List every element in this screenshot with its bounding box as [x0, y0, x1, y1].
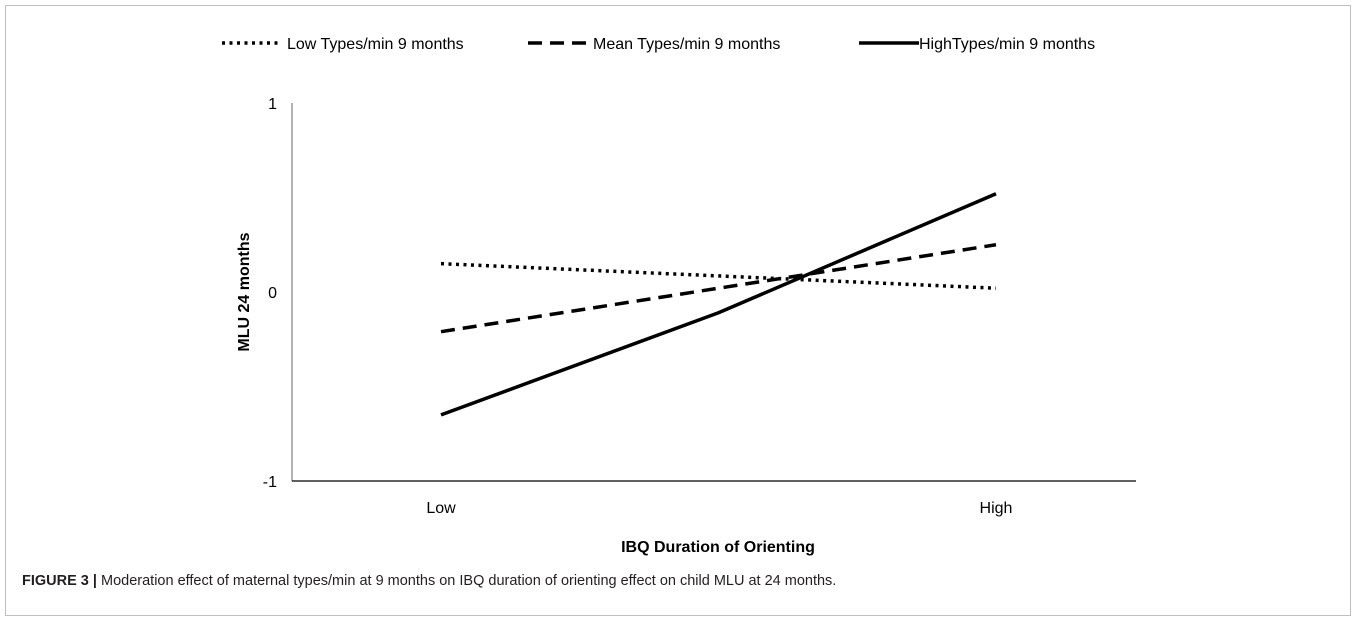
y-axis-label: MLU 24 months	[236, 232, 253, 351]
legend-label: Low Types/min 9 months	[287, 36, 464, 53]
series-line	[440, 261, 997, 290]
figure-number: FIGURE 3 |	[22, 573, 97, 589]
x-axis-label: IBQ Duration of Orienting	[621, 539, 815, 556]
chart-axes	[291, 103, 1136, 482]
line-chart: Low Types/min 9 months Mean Types/min 9 m…	[222, 36, 1136, 556]
series-line	[440, 243, 997, 334]
figure-frame: Low Types/min 9 months Mean Types/min 9 m…	[5, 5, 1351, 616]
legend-label: HighTypes/min 9 months	[919, 36, 1095, 53]
caption-text: Moderation effect of maternal types/min …	[96, 573, 837, 589]
x-tick-labels: Low High	[426, 500, 1012, 517]
y-tick-label: -1	[263, 474, 277, 491]
x-tick-label: Low	[426, 500, 456, 517]
figure-caption: FIGURE 3 | Moderation effect of maternal…	[22, 573, 836, 589]
legend-label: Mean Types/min 9 months	[593, 36, 780, 53]
series-line	[440, 192, 997, 417]
chart-series	[440, 192, 997, 417]
y-tick-label: 1	[268, 96, 277, 113]
y-tick-labels: 1 0 -1	[263, 96, 277, 491]
chart-legend: Low Types/min 9 months Mean Types/min 9 m…	[222, 36, 1095, 53]
y-tick-label: 0	[268, 285, 277, 302]
x-tick-label: High	[980, 500, 1013, 517]
